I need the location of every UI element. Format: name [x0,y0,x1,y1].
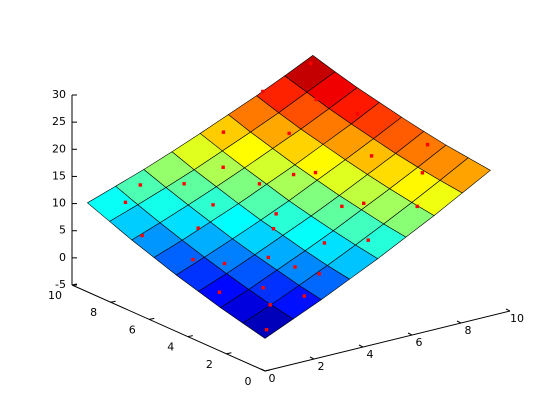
scatter-point [340,204,344,209]
scatter-point [266,255,271,260]
y-tick-label: 6 [129,323,136,336]
x-tick-label: 0 [269,372,276,385]
x-tick-label: 10 [510,312,524,325]
x-tick [456,320,462,324]
scatter-point [182,182,186,186]
scatter-point [287,131,291,136]
scatter-point [420,171,425,175]
scatter-point [261,286,265,290]
scatter-point [140,233,144,238]
y-axis [71,284,266,372]
z-tick-label: 5 [59,224,66,237]
scatter-point [415,204,419,209]
scatter-point [317,272,321,276]
x-tick [505,308,511,312]
scatter-point [355,111,360,116]
x-tick-label: 6 [416,336,423,349]
y-tick [226,352,232,355]
x-tick-label: 2 [318,360,325,373]
scatter-point [138,183,142,187]
z-tick-label: 20 [52,142,66,155]
scatter-point [222,261,227,266]
scatter-point [221,130,226,134]
z-tick-label: 15 [52,169,66,182]
scatter-point [196,226,200,230]
y-tick [110,300,116,303]
scatter-point [313,170,318,175]
x-tick [358,344,364,348]
scatter-point [314,97,318,102]
scatter-point [264,328,269,332]
y-tick [149,317,155,320]
scatter-point [191,257,195,262]
z-tick-label: 25 [52,115,66,128]
x-tick-label: 8 [465,324,472,337]
scatter-point [211,203,215,207]
x-tick-label: 4 [367,348,374,361]
scatter-point [257,182,262,186]
scatter-point [322,241,327,245]
scatter-point [268,303,272,307]
scatter-point [425,142,430,147]
x-tick [407,332,413,336]
scatter-point [366,238,370,242]
scatter-point [291,172,296,177]
x-tick [260,368,266,372]
scatter-point [293,265,297,269]
z-tick-label: 0 [59,251,66,264]
scatter-point [309,61,313,66]
z-tick-label: 10 [52,197,66,210]
x-axis [264,310,511,372]
y-tick [264,369,271,372]
scatter-point [221,165,225,169]
scatter-point [123,200,128,205]
y-tick-label: 4 [167,341,174,354]
x-tick [309,356,315,360]
scatter-point [369,154,374,158]
y-tick-label: 8 [90,306,97,319]
y-tick-label: 0 [245,375,252,388]
scatter-point [217,290,222,294]
y-tick-label: 10 [48,289,62,302]
z-tick-label: 30 [52,88,66,101]
scatter-point [271,227,276,231]
z-tick-label: -5 [55,278,66,291]
scatter-point [362,201,366,205]
y-tick [187,335,193,338]
scatter-point [302,294,307,298]
scatter-point [274,212,278,216]
scatter-point [261,89,265,94]
y-tick-label: 2 [206,358,213,371]
